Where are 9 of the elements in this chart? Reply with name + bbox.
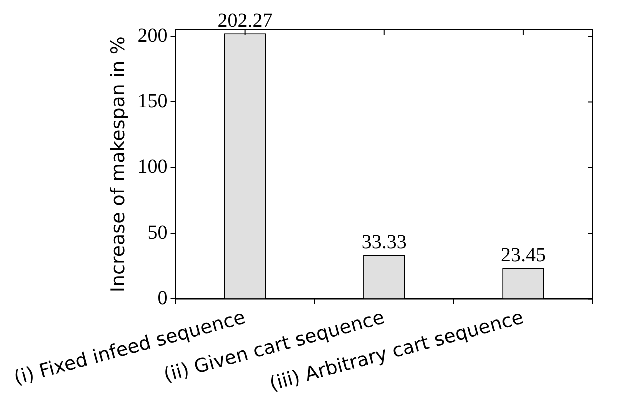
y-tick-label: 0 bbox=[158, 287, 168, 310]
y-tick-label: 150 bbox=[138, 90, 168, 112]
y-tick-label: 50 bbox=[148, 222, 168, 244]
data-label: 23.45 bbox=[500, 244, 546, 267]
data-label: 202.27 bbox=[218, 10, 273, 32]
y-axis-title: Increase of makespan in % bbox=[107, 36, 130, 293]
y-tick-label: 200 bbox=[138, 24, 168, 47]
data-label: 33.33 bbox=[362, 232, 407, 254]
y-tick-label: 100 bbox=[138, 156, 168, 178]
